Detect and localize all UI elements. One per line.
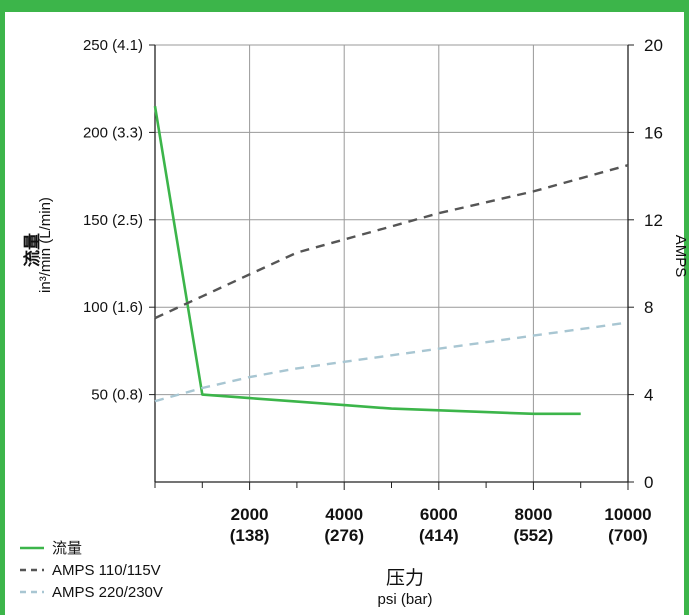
axis-layer: 50 (0.8) 100 (1.6) 150 (2.5) 200 (3.3) 250 (…	[83, 36, 663, 545]
label-layer: 流量 in³/min (L/min) AMPS 压力 psi (bar)	[22, 197, 689, 608]
x-axis-title: 压力	[386, 567, 424, 589]
y-right-axis-title: AMPS	[672, 235, 689, 278]
legend-label-2: AMPS 220/230V	[52, 584, 163, 601]
x-tick-label-4: 10000	[604, 505, 651, 524]
series-line-2	[154, 321, 629, 403]
x-tick-label-3: 8000	[514, 505, 552, 524]
y-right-tick-label-5: 20	[644, 36, 663, 55]
legend: 流量 AMPS 110/115V AMPS 220/230V	[20, 540, 163, 601]
series-line-0	[153, 105, 581, 416]
series-line-1	[154, 164, 629, 320]
y-right-tick-label-4: 16	[644, 123, 663, 142]
y-left-tick-label-4: 250 (4.1)	[83, 37, 143, 54]
y-right-tick-label-0: 0	[644, 473, 653, 492]
y-left-tick-label-2: 150 (2.5)	[83, 212, 143, 229]
x-tick-sublabel-4: (700)	[608, 526, 648, 545]
legend-label-0: 流量	[52, 540, 82, 557]
x-tick-label-2: 6000	[420, 505, 458, 524]
frame-left-border	[0, 0, 5, 615]
y-right-tick-label-2: 8	[644, 298, 653, 317]
x-tick-label-0: 2000	[231, 505, 269, 524]
grid-layer	[155, 44, 629, 482]
y-left-axis-unit: in³/min (L/min)	[37, 197, 54, 293]
x-tick-sublabel-2: (414)	[419, 526, 459, 545]
y-left-tick-label-0: 50 (0.8)	[91, 387, 143, 404]
x-tick-label-1: 4000	[325, 505, 363, 524]
x-tick-sublabel-3: (552)	[514, 526, 554, 545]
y-left-axis-title: 流量	[22, 233, 42, 267]
x-tick-sublabel-1: (276)	[324, 526, 364, 545]
y-right-tick-label-1: 4	[644, 386, 653, 405]
y-left-tick-label-3: 200 (3.3)	[83, 124, 143, 141]
frame-top-band	[0, 0, 689, 12]
x-tick-sublabel-0: (138)	[230, 526, 270, 545]
x-axis-unit: psi (bar)	[377, 591, 432, 608]
y-left-tick-label-1: 100 (1.6)	[83, 299, 143, 316]
legend-label-1: AMPS 110/115V	[52, 562, 161, 579]
series-layer	[153, 105, 629, 416]
y-right-tick-label-3: 12	[644, 211, 663, 230]
frame-right-border	[684, 0, 689, 615]
